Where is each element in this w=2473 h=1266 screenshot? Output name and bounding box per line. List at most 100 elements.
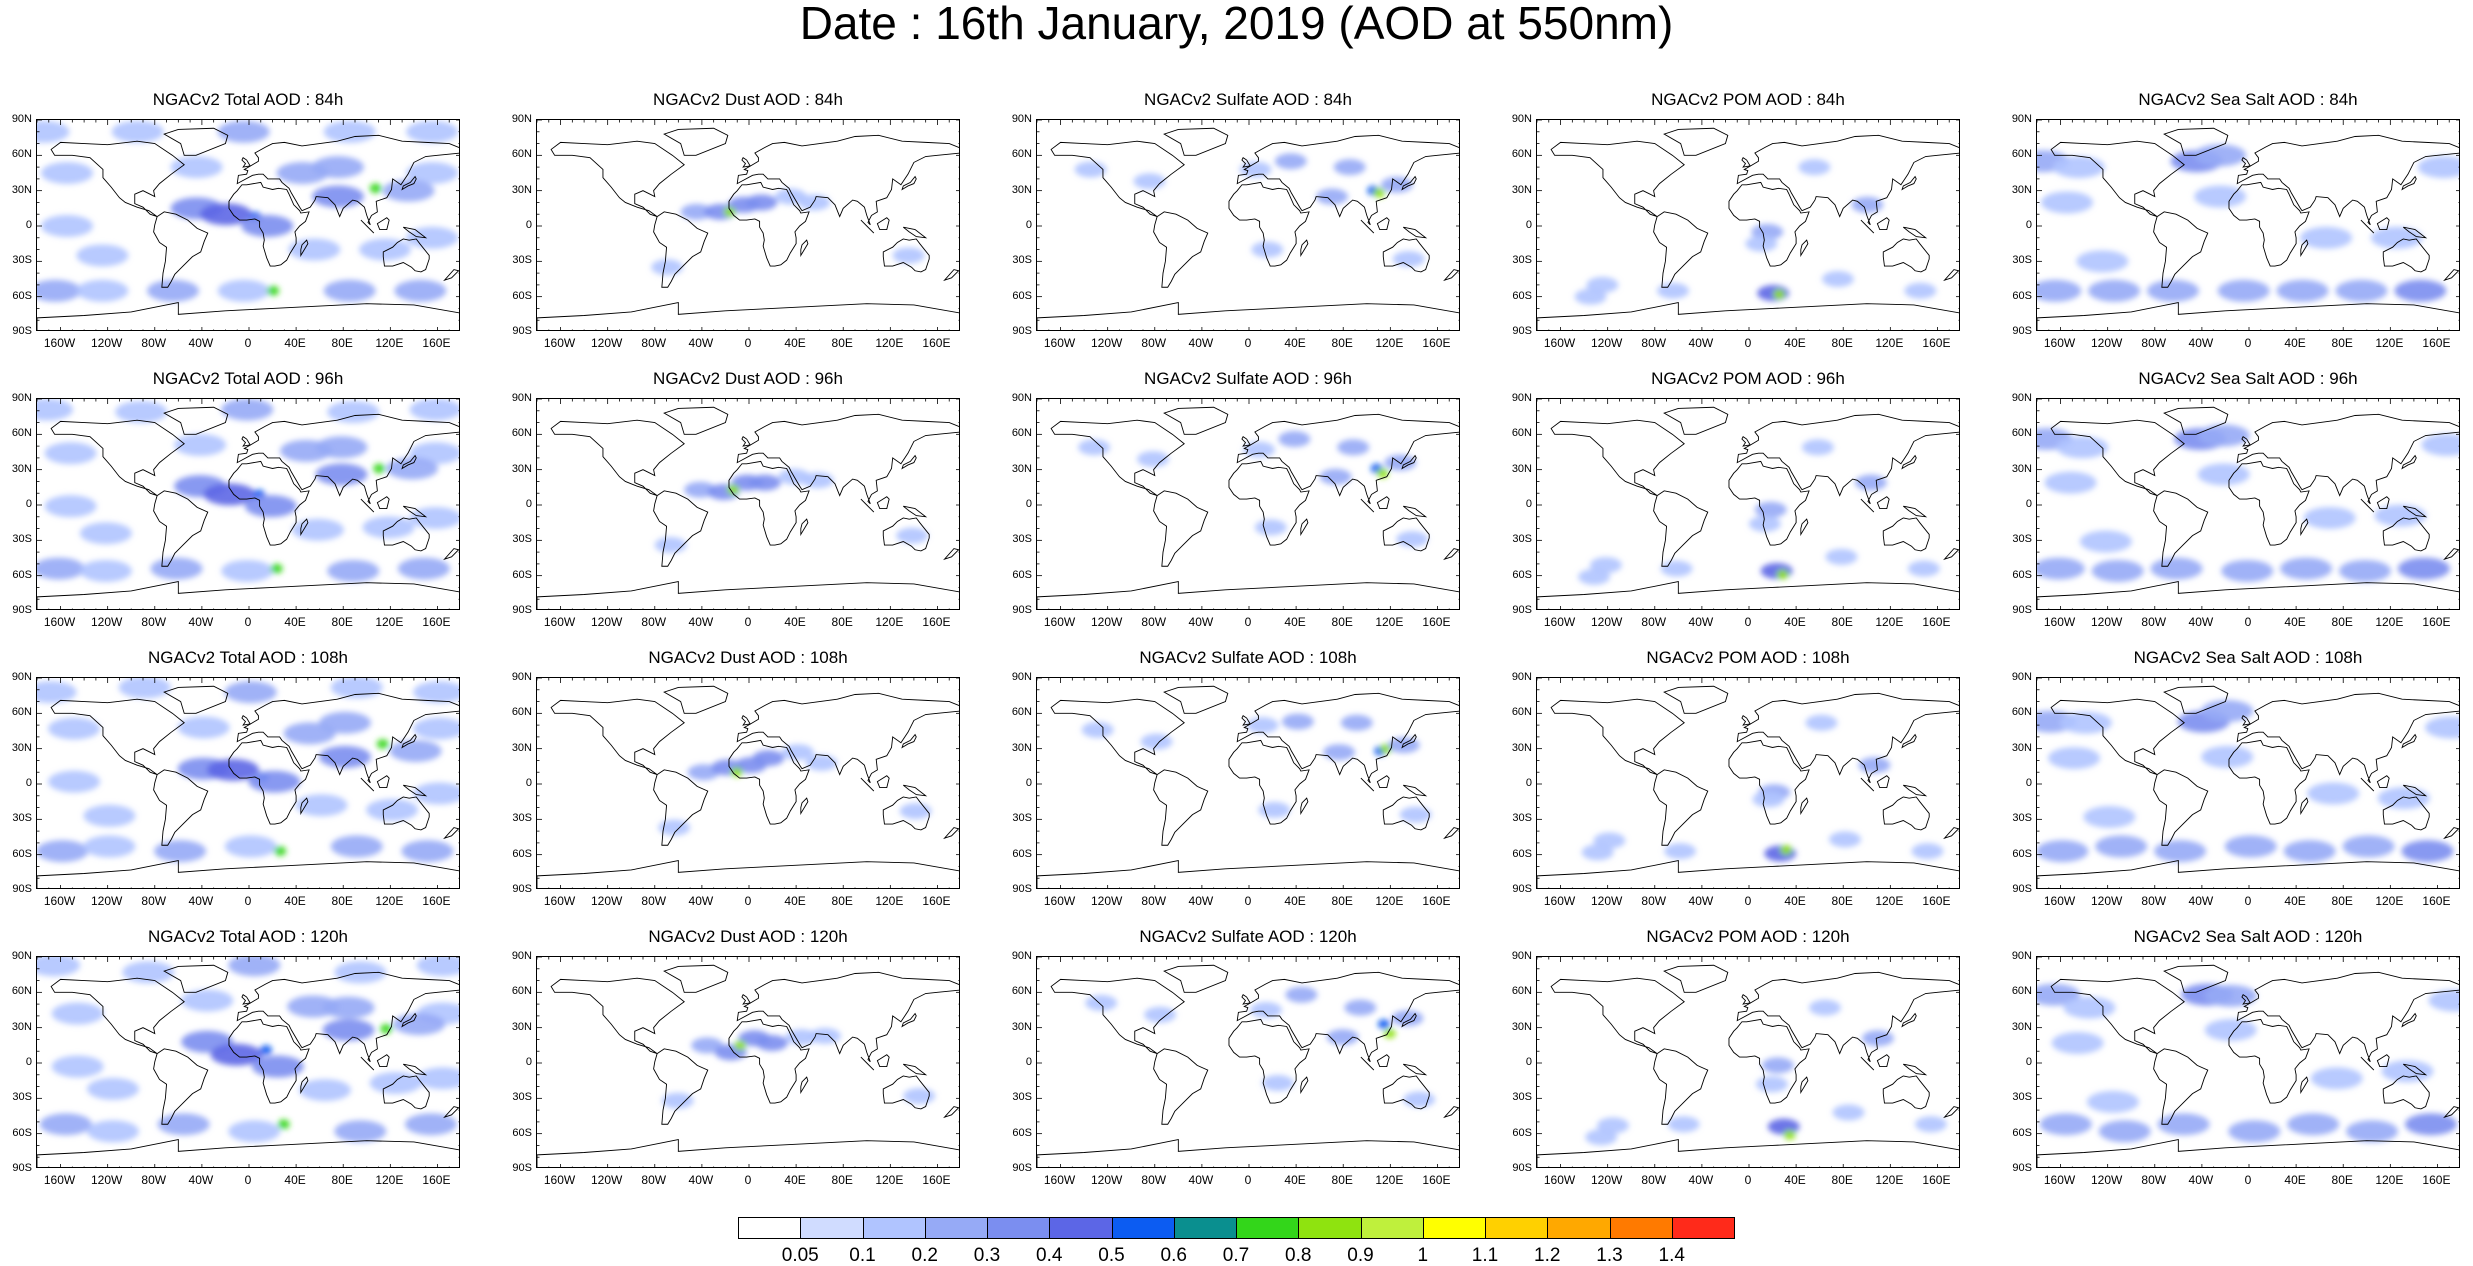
- lon-label: 80W: [141, 615, 167, 629]
- lon-label: 40E: [784, 336, 806, 350]
- lon-label: 40W: [1188, 1173, 1214, 1187]
- lat-label: 90S: [1512, 604, 1532, 616]
- coastline: [2163, 406, 2229, 435]
- lat-label: 90N: [1011, 392, 1032, 404]
- coastline: [1728, 460, 1810, 546]
- coastline: [1228, 1018, 1310, 1104]
- aod-plume: [44, 495, 97, 518]
- colorbar-swatch: [1360, 1217, 1424, 1239]
- aod-plume: [79, 522, 132, 545]
- coastline: [1903, 505, 1928, 518]
- coastline: [1663, 964, 1729, 993]
- coastline: [1800, 239, 1809, 258]
- lat-label: 30N: [2011, 462, 2032, 475]
- lat-label: 60S: [12, 1126, 32, 1139]
- world-map: [1037, 678, 1459, 888]
- coastline: [2163, 685, 2229, 714]
- aod-plume: [406, 120, 459, 143]
- coastline: [2037, 581, 2459, 609]
- lat-label: 60S: [1512, 1126, 1532, 1139]
- aod-plume: [177, 716, 230, 739]
- coastline: [1653, 769, 1709, 846]
- lat-label: 90S: [12, 883, 32, 895]
- aod-plume: [661, 1092, 694, 1109]
- coastline: [2050, 977, 2185, 1055]
- lon-label: 80W: [2141, 1173, 2167, 1187]
- aod-plume: [727, 484, 740, 495]
- colorbar-swatch: [800, 1217, 864, 1239]
- aod-plume: [2086, 1090, 2139, 1113]
- lon-label: 0: [744, 894, 752, 908]
- aod-plume: [2283, 840, 2336, 863]
- coastline: [1903, 784, 1928, 797]
- map-panel-dust-1: NGACv2 Dust AOD : 96h 90N 60N 30N 0 30S 60S 90S…: [500, 369, 1000, 635]
- coastline: [1876, 217, 1890, 230]
- lon-label: 160W: [1543, 1173, 1576, 1187]
- frame-ticks: [537, 399, 959, 609]
- map-panel-total-1: NGACv2 Total AOD : 96h 90N 60N 30N 0 30S 60S 90…: [0, 369, 500, 635]
- lon-label: 40W: [2188, 615, 2214, 629]
- lon-label: 40E: [784, 615, 806, 629]
- lon-label: 160W: [2043, 1173, 2076, 1187]
- coastline: [2050, 698, 2185, 776]
- coastline: [2236, 134, 2459, 226]
- aod-field: [1074, 153, 1425, 267]
- aod-plume: [2076, 250, 2129, 273]
- aod-plume: [1574, 288, 1607, 305]
- lon-label: 160E: [1922, 894, 1951, 908]
- lon-label: 40E: [1284, 1173, 1306, 1187]
- coastline: [2241, 436, 2251, 447]
- world-map: [37, 678, 459, 888]
- lat-label: 90N: [1011, 113, 1032, 125]
- colorbar-swatch: [738, 1217, 802, 1239]
- lat-label: 60N: [1511, 706, 1532, 719]
- aod-plume: [2280, 557, 2333, 580]
- aod-plume: [291, 518, 344, 541]
- lat-label: 90N: [511, 392, 532, 404]
- coastline: [163, 127, 229, 156]
- lat-label: 30S: [1512, 812, 1532, 825]
- world-map: [2037, 399, 2459, 609]
- coastline: [2228, 460, 2310, 546]
- lon-label: 40W: [1688, 336, 1714, 350]
- coastline: [1228, 739, 1310, 825]
- aod-plume: [752, 750, 785, 767]
- aod-plume: [2150, 557, 2203, 580]
- lat-label: 60S: [2012, 1126, 2032, 1139]
- coastline: [2382, 1075, 2430, 1110]
- aod-plume: [334, 961, 387, 984]
- coastline: [1882, 796, 1930, 831]
- lon-label: 80W: [1141, 1173, 1167, 1187]
- coastline: [1736, 134, 1959, 226]
- coastline: [2163, 964, 2229, 993]
- lat-label: 0: [1525, 1056, 1532, 1068]
- panel-title: NGACv2 Dust AOD : 84h: [653, 90, 843, 109]
- coastline: [741, 715, 751, 726]
- coastline: [1037, 1139, 1459, 1167]
- map-panel-sulfate-3: NGACv2 Sulfate AOD : 120h 90N 60N 30N 0 30S 60…: [1000, 927, 1500, 1193]
- coastline: [1300, 518, 1309, 537]
- aod-plume: [1243, 441, 1276, 458]
- coastline: [153, 490, 209, 567]
- coastline: [1382, 517, 1430, 552]
- aod-field: [1578, 439, 1940, 585]
- lon-label: 120W: [590, 894, 623, 908]
- coastline: [1050, 140, 1185, 218]
- aod-plume: [203, 483, 256, 506]
- coastline: [2300, 239, 2309, 258]
- aod-plume: [1907, 560, 1940, 577]
- aod-plume: [1074, 161, 1107, 178]
- colorbar-label: 0.9: [1347, 1245, 1374, 1266]
- aod-plume: [1783, 1129, 1796, 1140]
- lat-label: 0: [2025, 219, 2032, 231]
- aod-plume: [244, 495, 297, 518]
- aod-plume: [1285, 986, 1318, 1003]
- aod-field: [1078, 431, 1429, 548]
- lat-label: 30N: [511, 462, 532, 475]
- aod-plume: [1586, 276, 1619, 293]
- coastline: [736, 971, 959, 1063]
- coastline: [376, 496, 390, 509]
- aod-plume: [2342, 835, 2395, 858]
- coastlines: [1037, 406, 1459, 609]
- aod-plume: [37, 279, 82, 302]
